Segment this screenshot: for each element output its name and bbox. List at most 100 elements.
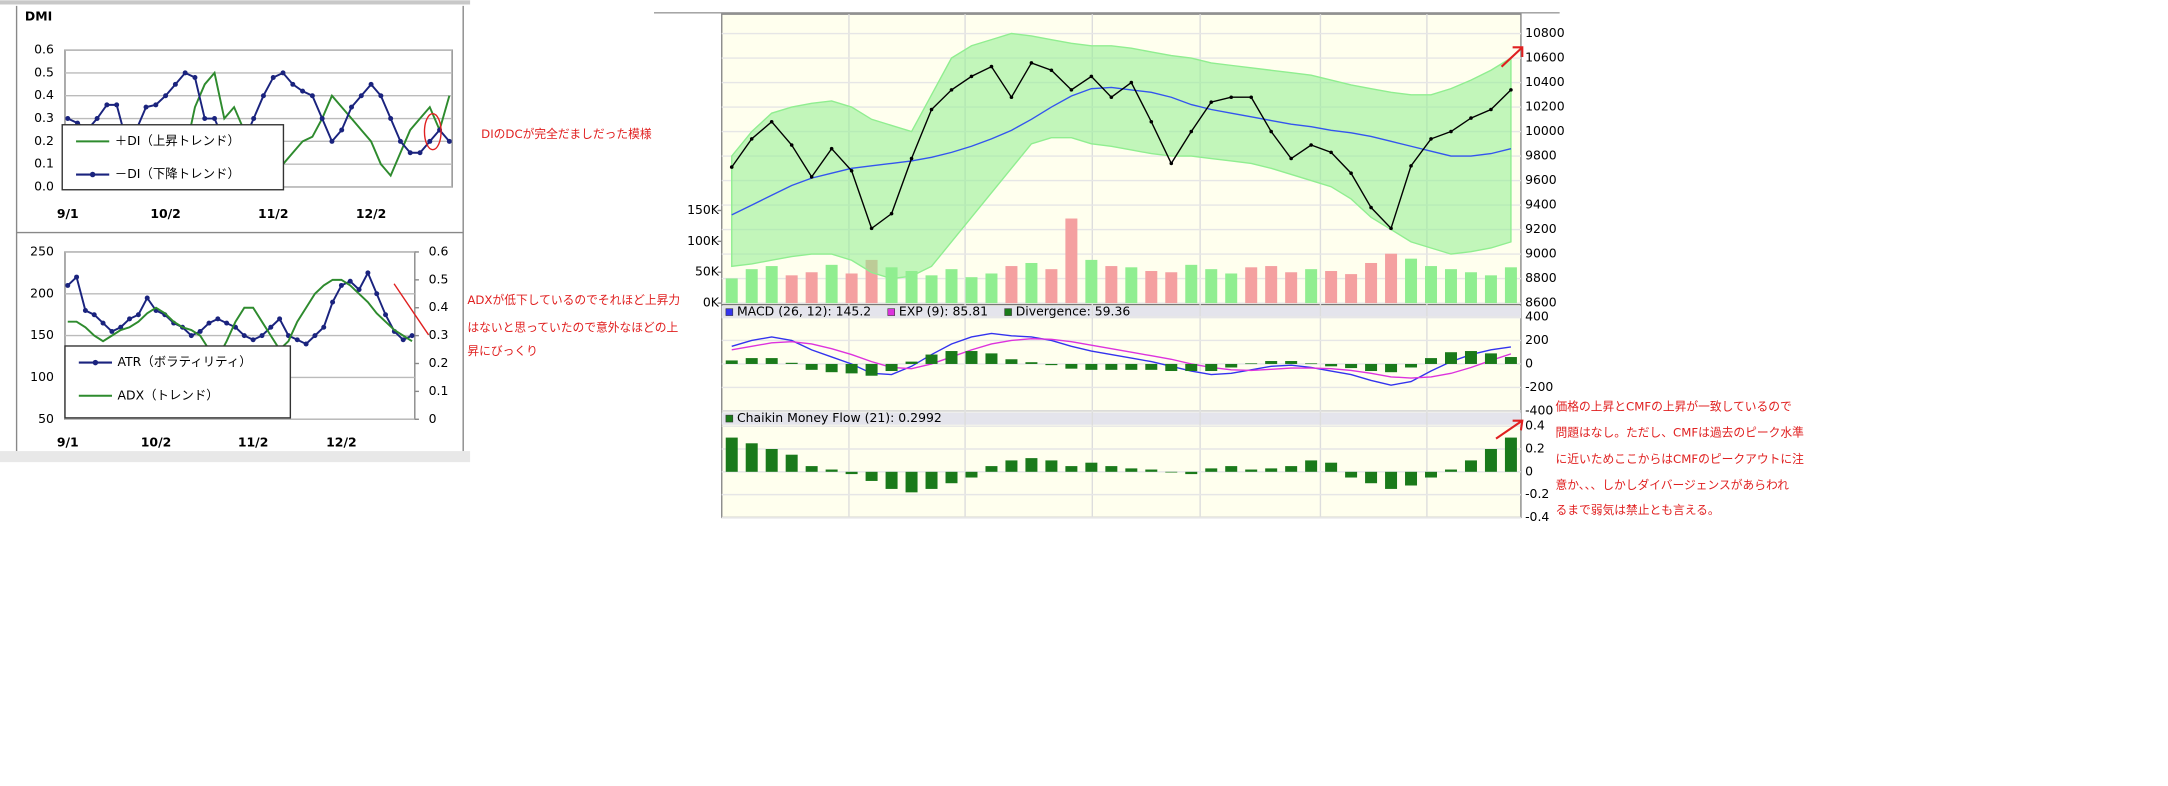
bar [1165, 363, 1178, 372]
point [969, 74, 974, 79]
point [91, 312, 97, 318]
point [1269, 129, 1273, 134]
point [374, 291, 380, 297]
series-line [731, 332, 1512, 386]
annotation: に近いためここからはCMFのピークアウトに注 [1555, 452, 1804, 466]
bar [1205, 363, 1218, 372]
bar [825, 363, 838, 373]
bar [725, 360, 738, 364]
point [309, 93, 315, 99]
x-tick-label: 12/2 [356, 206, 387, 221]
bar [1285, 466, 1298, 472]
bar [865, 471, 878, 481]
bar [1285, 272, 1298, 304]
bar [1345, 274, 1358, 304]
point [1029, 61, 1034, 65]
y-tick-label: 0 [1525, 463, 1533, 478]
point [300, 88, 306, 94]
bar [825, 469, 838, 472]
point [1329, 150, 1333, 155]
y-tick-label: 100 [30, 369, 54, 384]
point [118, 324, 124, 330]
point [280, 70, 286, 76]
bar [885, 267, 898, 304]
bar [1285, 361, 1298, 364]
point [1309, 143, 1313, 147]
bar [785, 362, 798, 364]
x-tick-label: 10/2 [150, 206, 181, 221]
point [1009, 95, 1014, 100]
bar [1484, 353, 1497, 364]
bar [1025, 458, 1038, 472]
bar [1405, 258, 1418, 304]
point [749, 137, 754, 141]
point [1109, 95, 1114, 100]
highlight-line [393, 283, 430, 336]
bar [1365, 363, 1378, 372]
y-tick-label: 0.3 [34, 110, 54, 125]
bar [745, 358, 758, 364]
point [409, 333, 415, 339]
bar [1405, 363, 1418, 368]
bar [1165, 272, 1178, 304]
arrow [1495, 419, 1524, 440]
point [1129, 80, 1134, 85]
point [1289, 156, 1293, 161]
x-tick-label: 12/2 [326, 434, 357, 449]
bar [765, 266, 778, 304]
point [729, 165, 734, 169]
bar [765, 448, 778, 472]
point [197, 328, 203, 334]
point [215, 316, 221, 322]
bar [1385, 253, 1398, 304]
point [1429, 137, 1433, 141]
y-tick-label: -400 [1525, 402, 1553, 417]
y-tick-label: 0.2 [34, 133, 54, 148]
legend-label: ATR（ボラティリティ） [118, 354, 252, 369]
bar [1464, 272, 1477, 304]
bar [1185, 264, 1198, 304]
point [929, 107, 934, 112]
bar [1045, 460, 1058, 472]
point [1349, 171, 1353, 176]
point [290, 81, 296, 87]
bar [1504, 357, 1517, 364]
bar [1125, 267, 1138, 304]
bar [1045, 363, 1058, 366]
point [769, 119, 774, 124]
bar [845, 363, 858, 374]
bar [1005, 460, 1018, 472]
point [312, 333, 318, 339]
y-tick-label: 0.6 [34, 42, 54, 57]
series-line [731, 62, 1512, 230]
bar [1105, 466, 1118, 472]
y-tick-label: 0K [703, 295, 720, 310]
point [446, 138, 452, 144]
point [192, 74, 198, 80]
bar [805, 466, 818, 472]
point [1509, 88, 1513, 92]
bar [1484, 448, 1497, 472]
point [789, 143, 794, 147]
point [172, 81, 178, 87]
legend-label: Chaikin Money Flow (21): 0.2992 [737, 410, 942, 425]
point [74, 274, 80, 280]
annotation: 昇にびっくり [467, 344, 538, 358]
bar [1045, 269, 1058, 304]
bar [1165, 471, 1178, 473]
bar [1125, 468, 1138, 472]
point [358, 93, 364, 99]
point [143, 104, 149, 110]
legend-swatch [1004, 308, 1012, 316]
bar [1245, 469, 1258, 472]
bar [1425, 266, 1438, 304]
y-tick-label: 0.3 [429, 327, 449, 342]
y-tick-label: 0.4 [1525, 418, 1545, 433]
point [338, 282, 344, 288]
bar [1325, 363, 1338, 367]
y-tick-label: 9000 [1525, 246, 1557, 261]
x-tick-label: 11/2 [238, 434, 269, 449]
point [1469, 116, 1473, 120]
